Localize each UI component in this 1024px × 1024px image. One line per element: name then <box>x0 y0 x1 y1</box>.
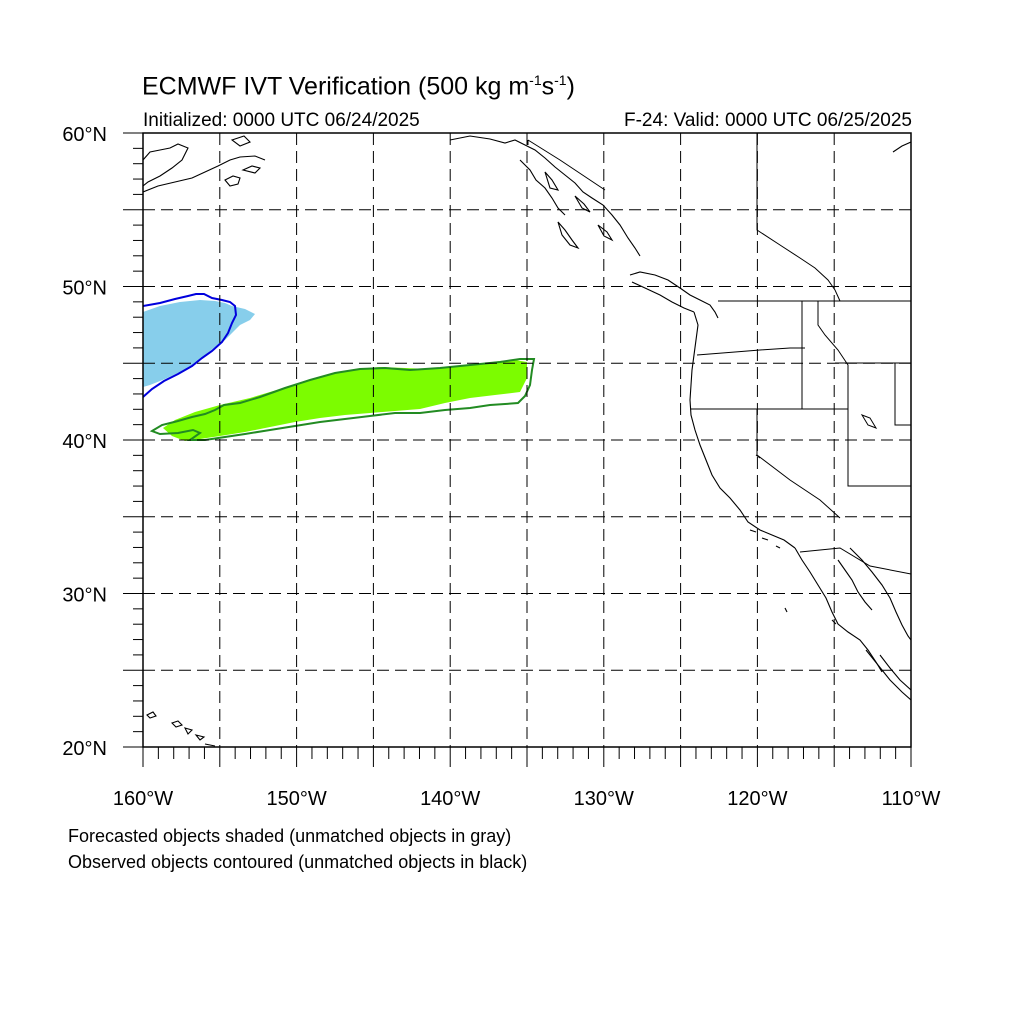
init-time-label: Initialized: 0000 UTC 06/24/2025 <box>143 110 420 131</box>
lat-label: 50°N <box>62 278 107 300</box>
lat-label: 60°N <box>62 124 107 146</box>
lon-label: 120°W <box>727 788 787 810</box>
lat-label: 30°N <box>62 585 107 607</box>
lat-label: 40°N <box>62 431 107 453</box>
lon-label: 110°W <box>882 788 941 810</box>
map-content <box>143 133 911 747</box>
forecast-legend-note: Forecasted objects shaded (unmatched obj… <box>68 826 512 846</box>
coastlines <box>143 135 911 747</box>
borders <box>527 133 911 575</box>
latitude-labels: 60°N 50°N 40°N 30°N 20°N <box>62 124 107 760</box>
lon-label: 130°W <box>574 788 634 810</box>
chart-title: ECMWF IVT Verification (500 kg m-1s-1) <box>142 72 575 101</box>
lat-label: 20°N <box>62 738 107 760</box>
observed-legend-note: Observed objects contoured (unmatched ob… <box>68 852 528 872</box>
lon-label: 160°W <box>113 788 173 810</box>
observed-contour-blue <box>143 293 238 398</box>
forecast-object-blue <box>143 300 255 387</box>
lon-label: 150°W <box>266 788 326 810</box>
valid-time-label: F-24: Valid: 0000 UTC 06/25/2025 <box>624 110 912 131</box>
axis-ticks <box>123 132 912 767</box>
lon-label: 140°W <box>420 788 480 810</box>
lat-lon-grid <box>143 133 911 747</box>
forecast-object-green <box>163 360 527 441</box>
longitude-labels: 160°W 150°W 140°W 130°W 120°W 110°W <box>113 788 941 810</box>
